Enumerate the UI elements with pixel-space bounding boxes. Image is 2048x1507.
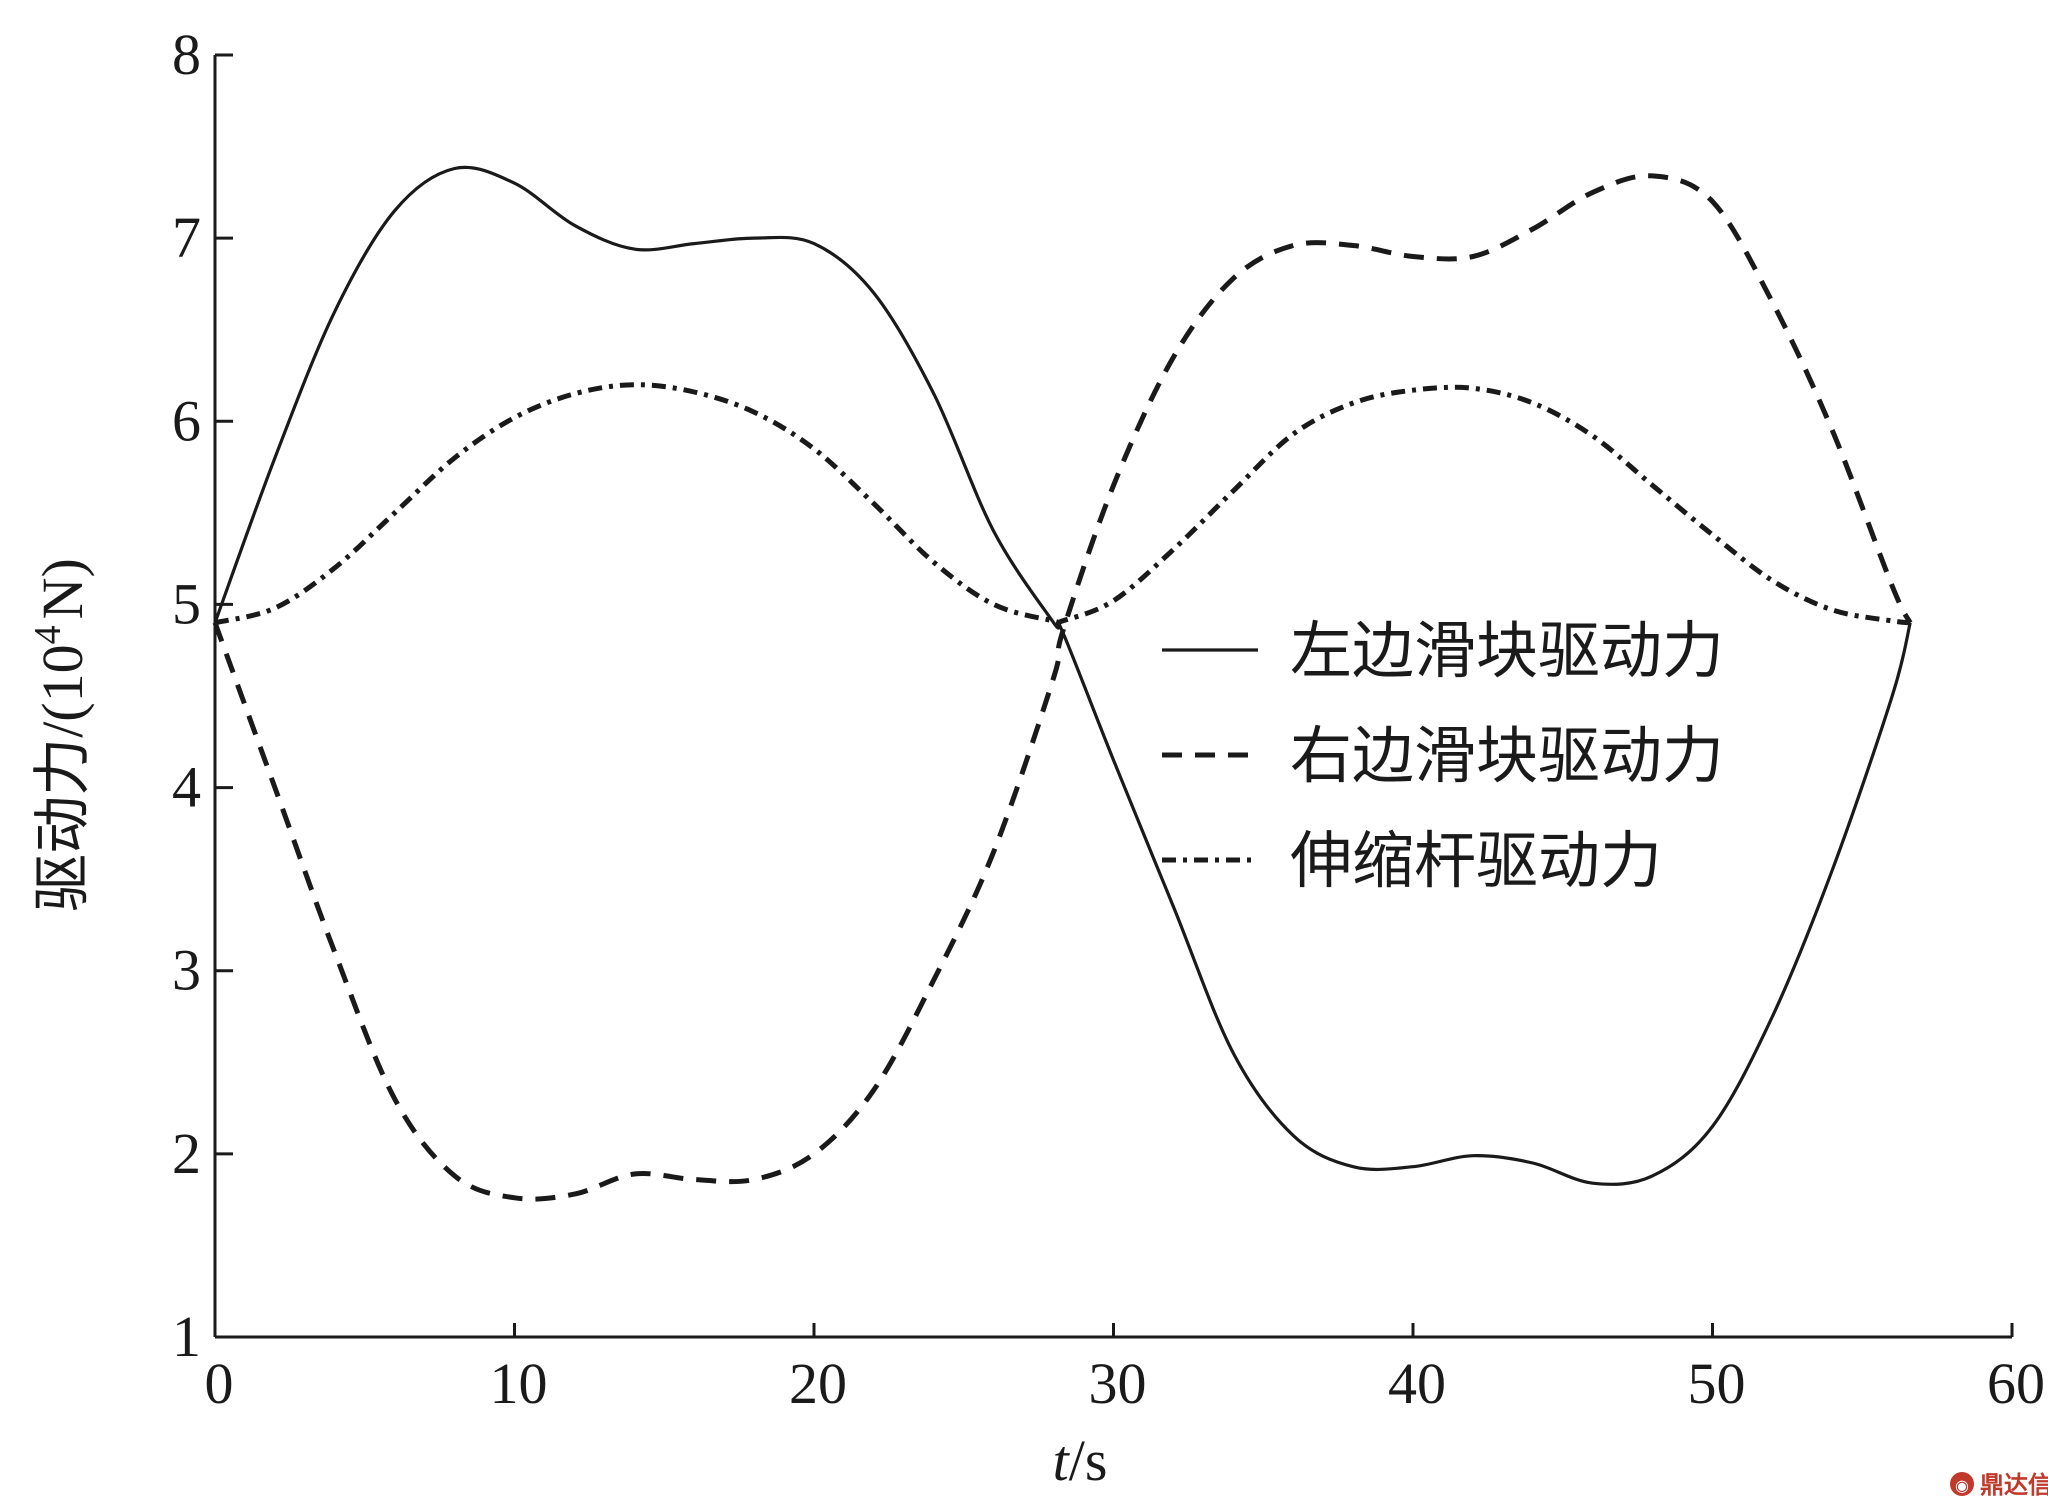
legend-label-2: 伸缩杆驱动力 [1290,824,1662,897]
y-tick-label-0: 1 [172,1304,201,1369]
legend-label-0: 左边滑块驱动力 [1290,614,1724,687]
x-axis-title-rest: /s [1069,1428,1108,1493]
x-tick-label-2: 20 [789,1351,847,1416]
y-tick-label-7: 8 [172,22,201,87]
x-tick-label-1: 10 [490,1351,548,1416]
y-tick-label-5: 6 [172,388,201,453]
axes [213,55,2012,1339]
series-line-1 [212,173,1913,1202]
series-line-0 [213,165,1912,1186]
plot-lines [212,165,1913,1202]
logo-icon [1950,1472,1974,1496]
y-axis-title-sup: 4 [27,625,69,644]
y-tick-label-6: 7 [172,205,201,270]
y-tick-label-3: 4 [172,755,201,820]
x-axis-title-italic: t [1053,1428,1071,1493]
y-axis-title-tail: N) [30,558,95,619]
y-tick-label-2: 3 [172,938,201,1003]
series-line-2 [214,382,1911,626]
x-tick-label-3: 30 [1089,1351,1147,1416]
watermark-logo-glyph: ◉ [1955,1476,1969,1495]
y-tick-label-1: 2 [172,1121,201,1186]
ticks: 0 10 20 30 40 50 60 1 2 3 4 5 6 7 8 [172,22,2045,1416]
x-tick-label-6: 60 [1987,1351,2045,1416]
y-axis-title: 驱动力/(104 N) [27,558,95,912]
watermark-text: 鼎达信 [1980,1471,2048,1499]
x-tick-label-4: 40 [1388,1351,1446,1416]
y-tick-label-4: 5 [172,571,201,636]
x-axis-title: t/s [1053,1428,1108,1493]
x-tick-label-0: 0 [205,1351,234,1416]
watermark: ◉ 鼎达信 [1950,1471,2048,1499]
y-axis-title-main: 驱动力/(10 [30,644,95,911]
x-tick-label-5: 50 [1688,1351,1746,1416]
legend-label-1: 右边滑块驱动力 [1290,719,1724,792]
